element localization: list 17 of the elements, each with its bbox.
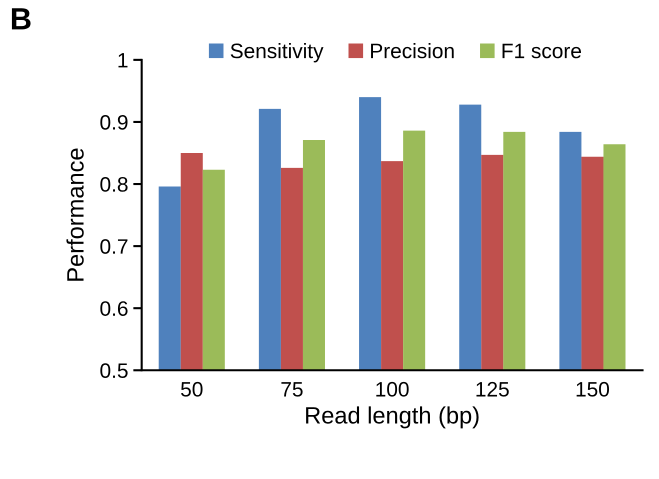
x-tick-label: 50 — [181, 382, 203, 397]
legend-label: Precision — [371, 42, 454, 58]
y-tick-label: 1 — [118, 53, 128, 68]
y-tick-label: 0.5 — [100, 363, 128, 378]
y-tick-label: 0.6 — [100, 301, 128, 316]
y-tick-label: 0.8 — [100, 177, 128, 192]
x-tick-label: 100 — [376, 382, 409, 397]
y-axis-title: Performance — [66, 148, 84, 281]
legend-label: F1 score — [502, 44, 581, 58]
x-tick-label: 75 — [281, 382, 303, 397]
x-axis-title: Read length (bp) — [306, 406, 479, 428]
x-tick-label: 125 — [476, 382, 509, 397]
y-tick-label: 0.9 — [100, 114, 128, 130]
text: B — [12, 8, 31, 30]
x-tick-label: 150 — [576, 382, 610, 397]
y-tick-label: 0.7 — [100, 239, 128, 254]
legend-label: Sensitivity — [230, 42, 324, 62]
